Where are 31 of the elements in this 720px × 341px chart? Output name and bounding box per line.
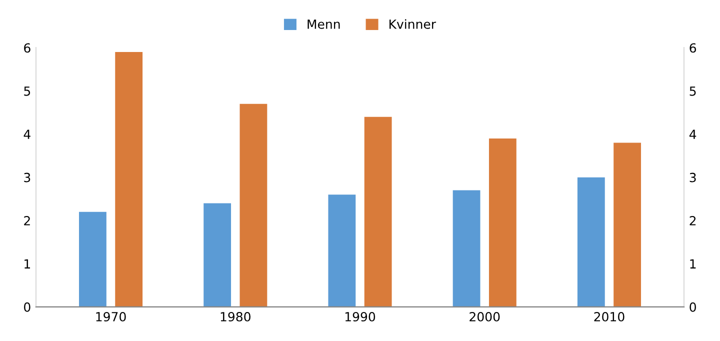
y-tick-label: 4: [24, 130, 30, 139]
bar: [614, 142, 642, 307]
legend-label: Menn: [308, 20, 340, 29]
x-tick-label: 1980: [220, 312, 250, 322]
x-tick-label: 2010: [594, 312, 624, 322]
bar: [577, 177, 605, 307]
bar: [115, 52, 143, 307]
y2-tick-label: 6: [690, 43, 696, 53]
y2-tick-label: 5: [690, 86, 696, 96]
y2-tick-label: 1: [690, 259, 696, 268]
bar: [364, 116, 392, 307]
y-tick-label: 3: [24, 172, 30, 182]
x-tick-label: 1990: [345, 312, 376, 322]
bar: [204, 203, 232, 307]
y2-tick-label: 0: [690, 302, 696, 312]
bar: [452, 190, 480, 307]
y-tick-label: 5: [24, 86, 30, 96]
bar: [78, 212, 106, 307]
y-tick-label: 0: [24, 302, 30, 312]
y2-tick-label: 2: [690, 216, 696, 226]
y2-tick-label: 3: [690, 172, 696, 182]
y2-tick-label: 4: [689, 130, 696, 139]
x-tick-label: 1970: [96, 312, 126, 322]
y-tick-label: 6: [24, 43, 30, 53]
bar: [240, 104, 268, 307]
x-tick-label: 2000: [470, 312, 500, 322]
y-tick-label: 2: [24, 216, 30, 226]
legend-label: Kvinner: [390, 19, 436, 29]
y-tick-label: 1: [24, 259, 30, 268]
bar: [328, 194, 356, 307]
bar: [488, 138, 516, 307]
